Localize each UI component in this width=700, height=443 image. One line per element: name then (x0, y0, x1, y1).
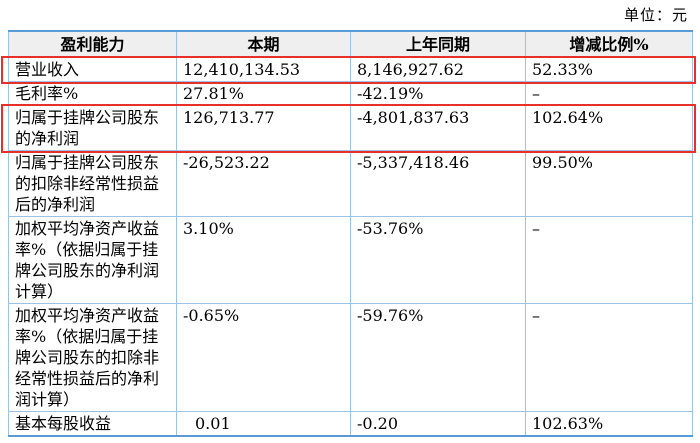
row-label-cell: 基本每股收益 (8, 411, 177, 437)
row-label-cell: 加权平均净资产收益率%（依据归属于挂牌公司股东的净利润计算） (8, 216, 177, 304)
current-period-cell: 3.10% (176, 216, 351, 304)
table-row: 毛利率% 27.81% -42.19% – (8, 81, 693, 106)
profitability-table: 盈利能力 本期 上年同期 增减比例% 营业收入 12,410,134.53 8,… (8, 30, 693, 437)
change-ratio-cell: 102.64% (525, 105, 693, 151)
table-body: 营业收入 12,410,134.53 8,146,927.62 52.33% 毛… (8, 57, 693, 437)
table-header-row: 盈利能力 本期 上年同期 增减比例% (8, 30, 693, 58)
change-ratio-cell: – (525, 303, 693, 412)
current-period-cell: 27.81% (176, 81, 351, 106)
row-label-cell: 营业收入 (8, 57, 177, 82)
col-header-change-ratio: 增减比例% (525, 30, 693, 58)
table-row: 营业收入 12,410,134.53 8,146,927.62 52.33% (8, 57, 693, 82)
row-label-cell: 归属于挂牌公司股东的净利润 (8, 105, 177, 151)
col-header-current-period: 本期 (176, 30, 351, 58)
table-row: 加权平均净资产收益率%（依据归属于挂牌公司股东的净利润计算） 3.10% -53… (8, 216, 693, 304)
current-period-cell: 126,713.77 (176, 105, 351, 151)
prior-period-cell: -53.76% (350, 216, 526, 304)
current-period-cell: -0.65% (176, 303, 351, 412)
change-ratio-cell: – (525, 81, 693, 106)
unit-label: 单位：元 (623, 6, 688, 24)
table-row: 加权平均净资产收益率%（依据归属于挂牌公司股东的扣除非经常性损益后的净利润计算）… (8, 303, 693, 412)
row-label-cell: 归属于挂牌公司股东的扣除非经常性损益后的净利润 (8, 150, 177, 217)
table-row: 归属于挂牌公司股东的扣除非经常性损益后的净利润 -26,523.22 -5,33… (8, 150, 693, 217)
change-ratio-cell: 52.33% (525, 57, 693, 82)
change-ratio-cell: – (525, 216, 693, 304)
current-period-cell: 0.01 (176, 411, 351, 437)
prior-period-cell: -5,337,418.46 (350, 150, 526, 217)
row-label-cell: 毛利率% (8, 81, 177, 106)
col-header-metric: 盈利能力 (8, 30, 177, 58)
prior-period-cell: -0.20 (350, 411, 526, 437)
prior-period-cell: -59.76% (350, 303, 526, 412)
row-label-cell: 加权平均净资产收益率%（依据归属于挂牌公司股东的扣除非经常性损益后的净利润计算） (8, 303, 177, 412)
table-row: 归属于挂牌公司股东的净利润 126,713.77 -4,801,837.63 1… (8, 105, 693, 151)
change-ratio-cell: 102.63% (525, 411, 693, 437)
prior-period-cell: -42.19% (350, 81, 526, 106)
current-period-cell: -26,523.22 (176, 150, 351, 217)
current-period-cell: 12,410,134.53 (176, 57, 351, 82)
table-row: 基本每股收益 0.01 -0.20 102.63% (8, 411, 693, 437)
col-header-prior-period: 上年同期 (350, 30, 526, 58)
change-ratio-cell: 99.50% (525, 150, 693, 217)
prior-period-cell: 8,146,927.62 (350, 57, 526, 82)
prior-period-cell: -4,801,837.63 (350, 105, 526, 151)
